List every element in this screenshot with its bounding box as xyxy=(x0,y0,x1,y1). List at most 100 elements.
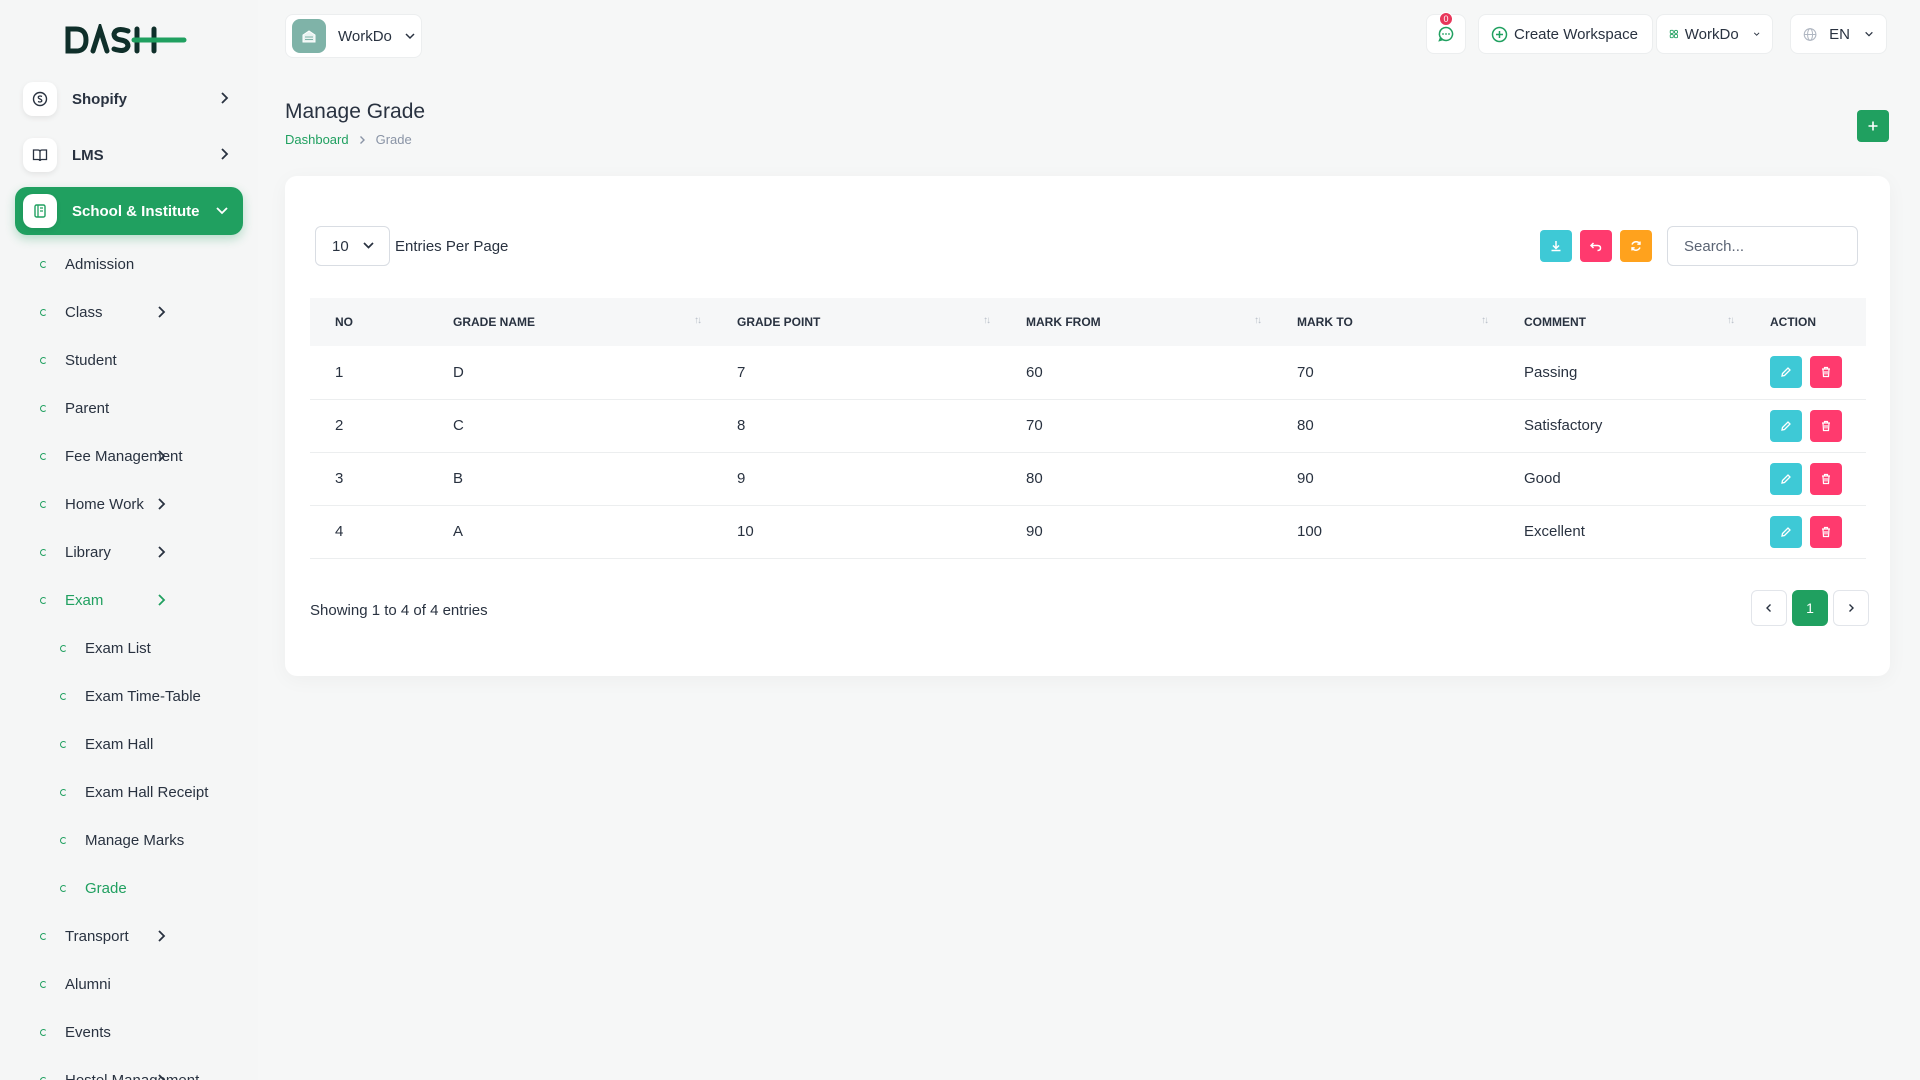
header-label: MARK FROM xyxy=(1026,315,1101,329)
workspace-menu-button[interactable]: WorkDo xyxy=(1656,14,1773,54)
bullet-icon xyxy=(60,884,67,892)
sort-icon: ↑↓ xyxy=(1727,315,1735,326)
header-label: COMMENT xyxy=(1524,315,1586,329)
table-row: 1 D 7 60 70 Passing xyxy=(310,346,1866,399)
search-input[interactable] xyxy=(1667,226,1858,266)
workspace-menu-label: WorkDo xyxy=(1684,25,1739,43)
export-button[interactable] xyxy=(1540,230,1572,262)
pencil-icon xyxy=(1781,367,1791,378)
pencil-icon xyxy=(1781,420,1791,431)
cell-mark-from: 70 xyxy=(1026,417,1043,434)
language-selector[interactable]: EN xyxy=(1790,14,1887,54)
messages-button[interactable]: 0 xyxy=(1426,12,1466,54)
add-grade-button[interactable] xyxy=(1857,110,1889,142)
sidebar-item-library[interactable]: Library xyxy=(0,528,258,576)
sidebar-item-label: Grade xyxy=(85,879,127,897)
edit-button[interactable] xyxy=(1770,515,1802,548)
edit-button[interactable] xyxy=(1770,462,1802,495)
delete-button[interactable] xyxy=(1810,515,1842,548)
table-header-row: NO GRADE NAME ↑↓ GRADE POINT ↑↓ MARK FROM ↑… xyxy=(310,298,1866,346)
sidebar-item-label: Events xyxy=(65,1023,111,1041)
column-header-grade-point[interactable]: GRADE POINT ↑↓ xyxy=(712,298,1001,346)
sort-icon: ↑↓ xyxy=(983,315,991,326)
undo-button[interactable] xyxy=(1580,230,1612,262)
column-header-no[interactable]: NO xyxy=(310,298,428,346)
sort-icon: ↑↓ xyxy=(1254,315,1262,326)
sidebar-item-label: Exam Time-Table xyxy=(85,687,201,705)
sort-icon: ↑↓ xyxy=(1481,315,1489,326)
column-header-comment[interactable]: COMMENT ↑↓ xyxy=(1499,298,1745,346)
prev-page-button[interactable] xyxy=(1751,590,1787,626)
sidebar-item-shopify[interactable]: Shopify xyxy=(15,75,243,123)
sidebar-item-label: Library xyxy=(65,543,111,561)
sidebar-item-transport[interactable]: Transport xyxy=(0,912,258,960)
notification-badge: 0 xyxy=(1439,12,1453,26)
cell-action xyxy=(1745,399,1866,452)
delete-button[interactable] xyxy=(1810,356,1842,389)
chevron-right-icon xyxy=(221,92,229,104)
sidebar-item-home-work[interactable]: Home Work xyxy=(0,480,258,528)
grade-table: NO GRADE NAME ↑↓ GRADE POINT ↑↓ MARK FROM ↑… xyxy=(310,298,1866,559)
sidebar-item-grade[interactable]: Grade xyxy=(0,864,258,912)
sidebar-item-label: Exam xyxy=(65,591,104,609)
chevron-right-icon xyxy=(158,498,166,510)
workspace-icon xyxy=(292,19,326,53)
dash-logo[interactable] xyxy=(64,24,189,56)
sidebar-item-manage-marks[interactable]: Manage Marks xyxy=(0,816,258,864)
sidebar-item-exam-list[interactable]: Exam List xyxy=(0,624,258,672)
cell-comment: Good xyxy=(1524,470,1561,487)
table-row: 4 A 10 90 100 Excellent xyxy=(310,505,1866,558)
create-workspace-button[interactable]: Create Workspace xyxy=(1478,14,1653,54)
breadcrumb-dashboard[interactable]: Dashboard xyxy=(285,132,349,147)
cell-grade-name: D xyxy=(453,363,464,381)
sidebar-item-exam-hall-receipt[interactable]: Exam Hall Receipt xyxy=(0,768,258,816)
page-button[interactable]: 1 xyxy=(1792,590,1828,626)
column-header-mark-from[interactable]: MARK FROM ↑↓ xyxy=(1001,298,1272,346)
refresh-button[interactable] xyxy=(1620,230,1652,262)
cell-grade-name: B xyxy=(453,470,464,487)
sidebar-item-events[interactable]: Events xyxy=(0,1008,258,1056)
edit-button[interactable] xyxy=(1770,409,1802,442)
column-header-grade-name[interactable]: GRADE NAME ↑↓ xyxy=(428,298,712,346)
workspace-switcher[interactable]: WorkDo xyxy=(285,14,422,58)
next-page-button[interactable] xyxy=(1833,590,1869,626)
sidebar-item-label: Fee Management xyxy=(65,447,183,465)
sidebar-item-exam-hall[interactable]: Exam Hall xyxy=(0,720,258,768)
sidebar-item-label: Manage Marks xyxy=(85,831,185,849)
showing-entries-text: Showing 1 to 4 of 4 entries xyxy=(310,602,488,619)
sidebar-item-class[interactable]: Class xyxy=(0,288,258,336)
header-label: ACTION xyxy=(1770,315,1816,329)
sidebar-item-exam[interactable]: Exam xyxy=(0,576,258,624)
header-label: GRADE POINT xyxy=(737,315,821,329)
cell-grade-point: 10 xyxy=(737,523,754,540)
logo-icon xyxy=(65,24,187,54)
sidebar-item-parent[interactable]: Parent xyxy=(0,384,258,432)
sidebar-item-school-institute[interactable]: School & Institute xyxy=(15,187,243,235)
sidebar-item-fee-management[interactable]: Fee Management xyxy=(0,432,258,480)
sidebar-item-admission[interactable]: Admission xyxy=(0,240,258,288)
chevron-right-icon xyxy=(158,930,166,942)
delete-button[interactable] xyxy=(1810,462,1842,495)
sidebar-item-label: LMS xyxy=(72,146,104,164)
delete-button[interactable] xyxy=(1810,409,1842,442)
sidebar-item-alumni[interactable]: Alumni xyxy=(0,960,258,1008)
chevron-right-icon xyxy=(221,148,229,160)
entries-per-page-select[interactable]: 10 xyxy=(315,226,390,266)
column-header-mark-to[interactable]: MARK TO ↑↓ xyxy=(1272,298,1499,346)
sidebar-item-exam-time-table[interactable]: Exam Time-Table xyxy=(0,672,258,720)
edit-button[interactable] xyxy=(1770,356,1802,389)
sidebar-item-label: Exam List xyxy=(85,639,151,657)
sidebar-item-lms[interactable]: LMS xyxy=(15,131,243,179)
plus-icon xyxy=(1868,121,1878,131)
entries-per-page-label: Entries Per Page xyxy=(395,238,509,255)
school-icon xyxy=(23,194,57,228)
sidebar-item-label: Parent xyxy=(65,399,110,417)
chevron-right-icon xyxy=(158,1074,166,1080)
header-label: GRADE NAME xyxy=(453,315,536,329)
cell-no: 3 xyxy=(335,470,344,487)
chevron-right-icon xyxy=(158,306,166,318)
create-workspace-label: Create Workspace xyxy=(1514,25,1638,43)
sidebar-item-label: Student xyxy=(65,351,117,369)
sidebar-item-hostel-management[interactable]: Hostel Management xyxy=(0,1056,258,1080)
sidebar-item-student[interactable]: Student xyxy=(0,336,258,384)
